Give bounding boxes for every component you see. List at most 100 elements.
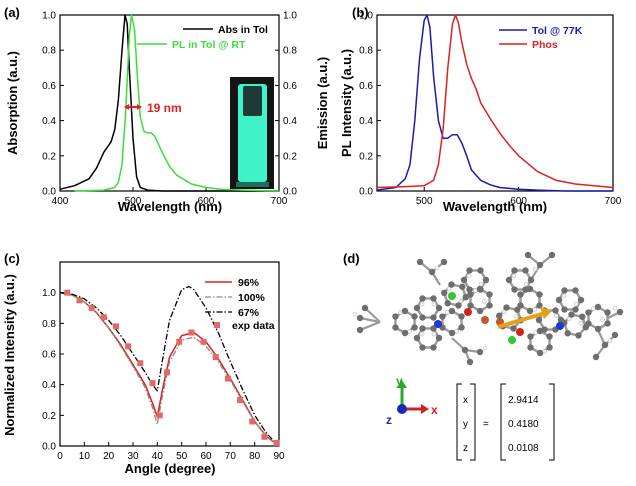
hydrogen-atom [612, 305, 618, 311]
carbon-atom [575, 332, 582, 339]
panel-b: (b) 500 600 700 0.0 0.2 0.4 0.6 0.8 1.0 Waveleng… [339, 5, 622, 214]
carbon-atom [440, 258, 448, 266]
equals-sign: = [483, 419, 489, 430]
carbon-atom [419, 314, 426, 321]
carbon-atom [604, 320, 611, 327]
series-line-2 [59, 285, 280, 447]
x-tick-label: 80 [249, 451, 261, 462]
hydrogen-atom [600, 317, 605, 322]
dipole-arrow-shaft [497, 311, 546, 329]
exp-data-point [224, 375, 231, 382]
y-tick-label: 0.4 [42, 380, 56, 391]
carbon-atom [458, 313, 465, 320]
panel-b-ticks: 500 600 700 0.0 0.2 0.4 0.6 0.8 1.0 [359, 11, 622, 208]
y-axis-arrowhead [397, 380, 407, 388]
nitrogen-atom [556, 322, 564, 330]
carbon-atom [477, 267, 484, 274]
legend-label-67: 67% [238, 307, 260, 319]
carbon-atom [517, 291, 524, 298]
carbon-atom [361, 304, 369, 312]
exp-data-point [149, 380, 156, 387]
cuvette-cap-shadow [243, 86, 262, 116]
series-line-0 [59, 14, 279, 192]
carbon-atom [527, 276, 535, 284]
x-tick-label: 700 [605, 196, 622, 207]
hydrogen-atom [513, 313, 519, 319]
carbon-atom [444, 300, 451, 307]
hydrogen-atom [607, 338, 613, 344]
carbon-atom [411, 313, 418, 320]
carbon-atom [428, 268, 436, 276]
hydrogen-atom [431, 331, 437, 337]
dipole-arrow-head [540, 307, 552, 319]
x-axis-label: x [431, 403, 438, 417]
y-tick-label: 0.8 [42, 319, 56, 330]
carbon-atom [535, 316, 543, 324]
carbon-atom [601, 341, 609, 349]
exp-data-point [88, 305, 95, 311]
series-line-1 [376, 14, 614, 189]
carbon-atom [555, 296, 563, 304]
hydrogen-atom [419, 301, 425, 307]
carbon-atom [579, 313, 586, 320]
series-line-1 [59, 292, 280, 447]
carbon-atom [536, 302, 543, 309]
x-tick-label: 600 [198, 196, 215, 207]
panel-b-frame [376, 14, 614, 192]
carbon-atom [430, 344, 437, 351]
hydrogen-atom [523, 281, 529, 287]
y-tick-label: 0.6 [42, 81, 56, 92]
panel-c-xlabel: Angle (degree) [124, 461, 215, 476]
carbon-atom [503, 304, 510, 311]
hydrogen-atom [434, 265, 440, 271]
hydrogen-atom [446, 286, 452, 292]
hydrogen-atom [431, 301, 437, 307]
hydrogen-atom [352, 311, 358, 317]
x-tick-label: 500 [125, 196, 142, 207]
carbon-atom [430, 314, 437, 321]
y2-tick-label: 1.0 [283, 11, 297, 22]
x-tick-label: 30 [127, 451, 139, 462]
panel-b-label: (b) [352, 5, 369, 20]
exp-data-point [112, 323, 119, 330]
carbon-atom [548, 251, 556, 259]
y-tick-label: 0.4 [42, 116, 56, 127]
x-tick-label: 600 [510, 196, 527, 207]
carbon-atom [448, 307, 456, 315]
carbon-atom [482, 276, 490, 284]
component-x: x [463, 395, 468, 406]
carbon-atom [448, 281, 455, 288]
x-tick-label: 20 [103, 451, 115, 462]
y-tick-label: 0.4 [359, 116, 373, 127]
carbon-atom [577, 296, 585, 304]
molecule-bond [359, 320, 381, 332]
carbon-atom [526, 307, 534, 315]
hydrogen-atom [511, 273, 517, 279]
carbon-atom [466, 286, 473, 293]
panel-a-ticks: 400 500 600 7000.00.20.40.60.81.00.00.20.40… [42, 11, 297, 208]
panel-c-ylabel: Normalized Intensity (a.u.) [2, 274, 17, 436]
series-line-0 [376, 14, 613, 192]
carbon-atom [572, 306, 579, 313]
carbon-atom [416, 258, 424, 266]
exp-data-point [200, 338, 207, 345]
molecule-structure [352, 251, 624, 366]
carbon-atom [505, 276, 513, 284]
hydrogen-atom [578, 320, 584, 326]
cuvette-base [236, 182, 269, 187]
y-tick-label: 1.0 [359, 11, 373, 22]
carbon-atom [448, 329, 456, 337]
panel-b-legend: Tol @ 77K Phos [499, 25, 583, 51]
right-bracket-2 [549, 383, 555, 461]
z-axis-dot [397, 404, 407, 414]
carbon-atom [522, 267, 529, 274]
hydrogen-atom [566, 316, 572, 322]
carbon-atom [572, 287, 579, 294]
carbon-atom [594, 325, 602, 333]
molecule-bond [359, 316, 381, 324]
chlorine-atom [448, 292, 456, 300]
y-tick-label: 0.0 [359, 187, 373, 198]
z-axis-label: z [386, 413, 392, 427]
y2-tick-label: 0.2 [283, 151, 297, 162]
carbon-atom [430, 325, 437, 332]
